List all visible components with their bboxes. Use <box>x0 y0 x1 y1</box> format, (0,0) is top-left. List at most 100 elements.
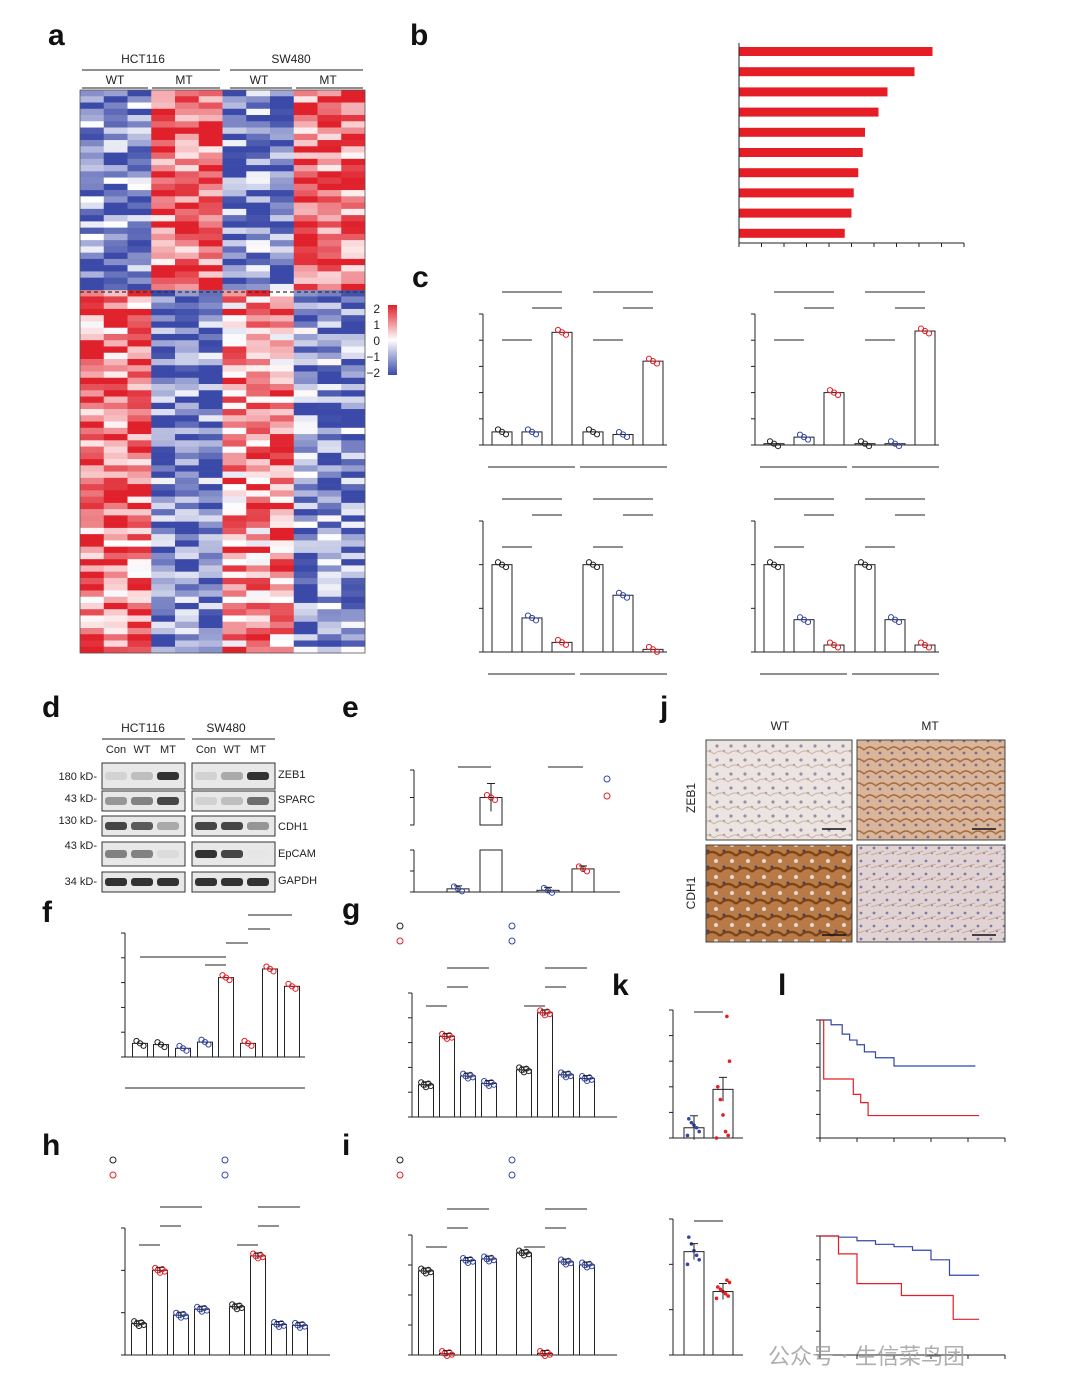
heatmap-cell <box>103 202 128 210</box>
heatmap-cell <box>317 615 342 623</box>
heatmap-cell <box>198 577 223 585</box>
heatmap-cell <box>80 602 105 610</box>
heatmap-cell <box>270 102 295 110</box>
heatmap-cell <box>270 634 295 641</box>
heatmap-cell <box>151 346 176 354</box>
heatmap-cell <box>175 552 200 560</box>
heatmap-cell <box>80 227 105 235</box>
heatmap-cell <box>222 258 247 266</box>
heatmap-cell <box>317 283 342 291</box>
heatmap-cell <box>270 140 295 147</box>
heatmap-cell <box>151 265 176 272</box>
heatmap-cell <box>293 240 318 247</box>
migration-chart <box>396 922 617 1118</box>
survival-curve <box>820 1019 976 1067</box>
heatmap-cell <box>317 559 342 566</box>
heatmap-cell <box>80 634 105 641</box>
heatmap-cell <box>293 509 318 516</box>
heatmap-cell <box>222 96 247 103</box>
go-bar <box>739 127 865 137</box>
heatmap-cell <box>103 115 128 122</box>
heatmap-cell <box>151 108 176 116</box>
heatmap-cell <box>270 340 295 347</box>
blot-band <box>221 797 243 805</box>
heatmap-cell <box>198 509 223 516</box>
heatmap-cell <box>80 158 105 166</box>
bar <box>262 968 278 1058</box>
heatmap-cell <box>151 371 176 379</box>
heatmap-cell <box>222 152 247 160</box>
heatmap-cell <box>246 240 271 247</box>
heatmap-cell <box>175 371 200 379</box>
heatmap-cell <box>151 634 176 641</box>
heatmap-cell <box>103 302 128 310</box>
heatmap-cell <box>293 90 318 97</box>
heatmap-cell <box>151 640 176 648</box>
heatmap-cell <box>80 90 105 97</box>
heatmap-cell <box>80 102 105 110</box>
heatmap-cell <box>341 452 366 460</box>
heatmap-cell <box>175 446 200 454</box>
data-point <box>685 1262 690 1267</box>
heatmap-cell <box>103 434 128 441</box>
heatmap-cell <box>151 502 176 510</box>
heatmap-cell <box>151 602 176 610</box>
heatmap-cell <box>222 415 247 422</box>
heatmap-cell <box>246 559 271 566</box>
heatmap-cell <box>127 615 152 623</box>
heatmap-cell <box>198 502 223 510</box>
heatmap-cell <box>270 646 295 654</box>
data-point <box>588 1263 595 1270</box>
heatmap-cell <box>175 440 200 447</box>
heatmap-cell <box>127 371 152 379</box>
heatmap-cell <box>222 484 247 491</box>
heatmap-cell <box>222 296 247 303</box>
heatmap-cell <box>175 527 200 535</box>
heatmap-cell <box>198 308 223 316</box>
heatmap-cell <box>127 465 152 472</box>
heatmap-cell <box>222 127 247 135</box>
heatmap-cell <box>341 190 366 197</box>
heatmap-cell <box>80 390 105 397</box>
data-point <box>925 644 933 651</box>
data-point <box>567 1072 574 1080</box>
heatmap-cell <box>222 227 247 235</box>
heatmap-cell <box>270 452 295 460</box>
data-point <box>280 1322 287 1329</box>
heatmap-cell <box>317 290 342 297</box>
heatmap-cell <box>341 165 366 172</box>
heatmap-cell <box>127 471 152 479</box>
heatmap-cell <box>246 158 271 166</box>
heatmap-cell <box>341 534 366 541</box>
blot-band <box>247 878 269 886</box>
heatmap-cell <box>246 352 271 360</box>
heatmap-cell <box>317 515 342 522</box>
blot-band <box>221 878 243 886</box>
heatmap-cell <box>80 127 105 135</box>
heatmap-cell <box>103 271 128 278</box>
legend-marker <box>396 937 404 945</box>
heatmap-cell <box>127 621 152 629</box>
heatmap-cell <box>341 327 366 335</box>
scale-tick: −2 <box>366 366 380 380</box>
heatmap-cell <box>317 640 342 648</box>
heatmap-cell <box>246 571 271 579</box>
heatmap-cell <box>222 315 247 322</box>
data-point <box>427 1269 434 1276</box>
heatmap-cell <box>293 465 318 472</box>
heatmap-cell <box>222 477 247 485</box>
heatmap-cell <box>103 258 128 266</box>
data-point <box>183 1047 190 1054</box>
wb-protein: SPARC <box>278 794 315 806</box>
heatmap-cell <box>103 165 128 172</box>
data-point <box>726 1294 730 1298</box>
heatmap-cell <box>127 302 152 310</box>
heatmap-cell <box>293 427 318 435</box>
heatmap-cell <box>198 321 223 329</box>
data-point <box>532 617 540 624</box>
heatmap-cell <box>222 434 247 441</box>
heatmap-cell <box>270 396 295 404</box>
data-point <box>301 1323 308 1330</box>
data-point <box>804 618 812 626</box>
